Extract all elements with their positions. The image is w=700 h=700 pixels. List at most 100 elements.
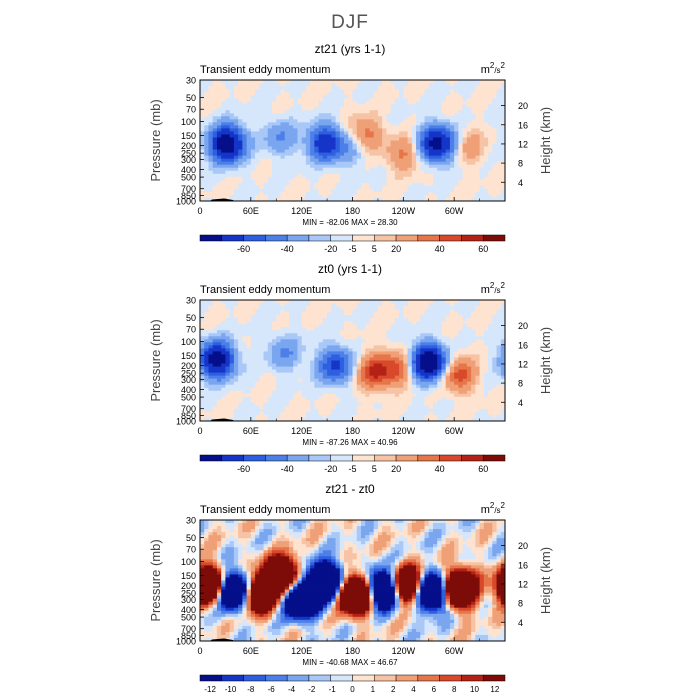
heatmap-cell	[352, 80, 358, 84]
heatmap-cell	[267, 125, 273, 129]
heatmap-cell	[318, 315, 324, 319]
heatmap-cell	[373, 131, 379, 135]
heatmap-cell	[428, 113, 434, 117]
heatmap-cell	[454, 116, 459, 120]
heatmap-cell	[233, 345, 239, 349]
heatmap-cell	[471, 161, 476, 166]
heatmap-cell	[225, 333, 231, 337]
heatmap-cell	[246, 300, 252, 304]
heatmap-cell	[479, 336, 485, 340]
heatmap-cell	[475, 194, 480, 199]
heatmap-cell	[331, 137, 336, 141]
heatmap-cell	[365, 92, 370, 96]
heatmap-cell	[327, 134, 332, 138]
heatmap-cell	[377, 348, 383, 352]
heatmap-cell	[403, 182, 408, 187]
heatmap-cell	[352, 303, 358, 307]
heatmap-cell	[204, 158, 209, 163]
heatmap-cell	[255, 119, 260, 123]
heatmap-cell	[420, 348, 425, 352]
heatmap-cell	[310, 312, 315, 316]
heatmap-cell	[339, 375, 345, 380]
heatmap-cell	[301, 107, 307, 111]
heatmap-cell	[441, 321, 447, 325]
heatmap-cell	[284, 83, 290, 87]
heatmap-cell	[327, 381, 332, 386]
heatmap-cell	[458, 110, 464, 114]
heatmap-cell	[314, 173, 320, 178]
heatmap-cell	[238, 119, 243, 123]
heatmap-cell	[373, 375, 379, 380]
heatmap-cell	[462, 336, 468, 340]
heatmap-cell	[454, 125, 459, 129]
heatmap-cell	[500, 378, 506, 383]
heatmap-cell	[416, 348, 421, 352]
heatmap-cell	[369, 113, 375, 117]
heatmap-cell	[322, 182, 328, 187]
heatmap-cell	[221, 179, 226, 184]
heatmap-cell	[454, 324, 459, 328]
heatmap-cell	[454, 306, 459, 310]
heatmap-cell	[212, 107, 218, 111]
heatmap-cell	[411, 309, 417, 313]
heatmap-cell	[403, 336, 408, 340]
heatmap-cell	[255, 128, 260, 132]
heatmap-cell	[339, 86, 345, 90]
heatmap-cell	[492, 137, 497, 141]
heatmap-cell	[250, 137, 256, 141]
heatmap-cell	[471, 312, 476, 316]
heatmap-cell	[229, 363, 235, 367]
heatmap-cell	[267, 83, 273, 87]
heatmap-cell	[310, 318, 315, 322]
heatmap-cell	[382, 306, 387, 310]
heatmap-cell	[352, 137, 358, 141]
heatmap-cell	[263, 306, 269, 310]
heatmap-cell	[288, 152, 294, 157]
heatmap-cell	[246, 83, 252, 87]
heatmap-cell	[352, 333, 358, 337]
heatmap-cell	[216, 116, 222, 120]
heatmap-cell	[360, 300, 366, 304]
heatmap-cell	[288, 164, 294, 169]
heatmap-cell	[411, 155, 417, 160]
heatmap-cell	[255, 191, 260, 196]
heatmap-cell	[276, 372, 281, 377]
heatmap-cell	[318, 164, 324, 169]
heatmap-cell	[263, 176, 269, 181]
heatmap-cell	[432, 149, 438, 153]
heatmap-cell	[386, 149, 392, 153]
heatmap-cell	[471, 345, 476, 349]
heatmap-cell	[314, 312, 320, 316]
heatmap-cell	[360, 158, 366, 163]
heatmap-cell	[399, 164, 404, 169]
heatmap-cell	[369, 170, 375, 175]
heatmap-cell	[496, 366, 502, 370]
heatmap-cell	[331, 149, 336, 153]
heatmap-cell	[390, 303, 396, 307]
heatmap-cell	[280, 80, 286, 84]
heatmap-cell	[318, 372, 324, 377]
heatmap-cell	[390, 185, 396, 190]
heatmap-cell	[458, 125, 464, 129]
heatmap-cell	[394, 354, 400, 358]
heatmap-cell	[246, 116, 252, 120]
heatmap-cell	[250, 342, 256, 346]
heatmap-cell	[301, 167, 307, 172]
heatmap-cell	[331, 363, 336, 367]
heatmap-cell	[216, 333, 222, 337]
heatmap-cell	[454, 351, 459, 355]
heatmap-cell	[437, 134, 442, 138]
heatmap-cell	[314, 333, 320, 337]
heatmap-cell	[386, 345, 392, 349]
heatmap-cell	[496, 173, 502, 178]
y-right-axis-label: Height (km)	[538, 107, 553, 174]
heatmap-cell	[488, 354, 493, 358]
heatmap-cell	[424, 158, 430, 163]
heatmap-cell	[212, 182, 218, 187]
heatmap-cell	[496, 161, 502, 166]
heatmap-cell	[352, 164, 358, 169]
heatmap-cell	[288, 360, 294, 364]
heatmap-cell	[382, 131, 387, 135]
heatmap-cell	[293, 372, 298, 377]
heatmap-cell	[492, 155, 497, 160]
